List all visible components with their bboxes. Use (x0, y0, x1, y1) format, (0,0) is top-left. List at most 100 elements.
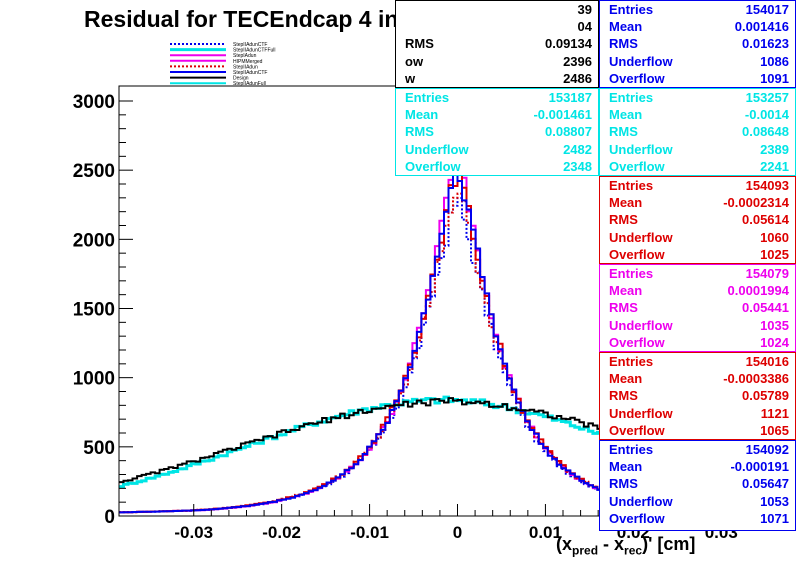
stat-row: Underflow 1053 (600, 493, 795, 510)
stat-value: 2486 (563, 70, 592, 86)
stat-key: Overflow (609, 422, 665, 438)
stat-value: 1035 (760, 317, 789, 333)
stat-key: RMS (609, 388, 638, 404)
stat-key: Entries (609, 442, 654, 457)
y-tick-label: 1500 (73, 300, 115, 321)
stat-key: Entries (405, 90, 450, 105)
stat-value: 154017 (745, 2, 789, 17)
stat-value: 39 (577, 2, 592, 17)
stat-key: RMS (609, 300, 638, 316)
stat-key: Mean (609, 371, 643, 387)
stat-row: Mean -0.001461 (396, 106, 598, 123)
stat-key: RMS (405, 36, 434, 52)
stat-value: 154092 (745, 442, 789, 457)
x-tick-label: 0 (453, 523, 462, 542)
stat-key: Mean (609, 283, 643, 299)
stat-row: RMS 0.05614 (600, 211, 795, 228)
stat-key: Underflow (609, 405, 673, 421)
stat-value: 2241 (760, 158, 789, 174)
stat-value: 0.05441 (742, 300, 789, 316)
x-axis-label: (xpred - xrec)' [cm] (556, 534, 696, 558)
stat-value: 154016 (745, 354, 789, 369)
stat-value: 1025 (760, 246, 789, 262)
stat-value: 0.05789 (742, 388, 789, 404)
x-tick-label: 0.01 (529, 523, 562, 542)
stat-key: Overflow (609, 246, 665, 262)
stat-row: Overflow 2348 (396, 158, 598, 175)
stat-row: Mean 0.001416 (600, 18, 795, 35)
stat-value: -0.000191 (730, 459, 789, 475)
stat-row: w 2486 (396, 70, 598, 87)
legend-label: Design (233, 76, 249, 82)
stat-value: 154093 (745, 178, 789, 193)
stat-key: Entries (609, 178, 654, 193)
stat-key: RMS (609, 36, 638, 52)
stat-row: Underflow 2482 (396, 141, 598, 158)
stat-value: 0.001416 (734, 19, 789, 35)
stat-value: 0.08648 (742, 124, 789, 140)
axes: 0 500 1000 1500 2000 2500 3000 -0.03 -0.02 -0.01 0… (73, 92, 793, 542)
stat-row: RMS 0.08807 (396, 123, 598, 140)
stat-row: Entries 153187 (396, 89, 598, 106)
stat-value: -0.001461 (533, 107, 592, 123)
stat-row: RMS 0.01623 (600, 35, 795, 52)
stat-row: Underflow 1060 (600, 229, 795, 246)
stat-row: Overflow 1025 (600, 246, 795, 263)
stat-value: 0.01623 (742, 36, 789, 52)
stat-row: Entries 154017 (600, 1, 795, 18)
stat-key: RMS (609, 476, 638, 492)
stat-key: Underflow (609, 141, 673, 157)
legend-label: StepIIAdunCTFFull (233, 48, 276, 54)
stat-row: Underflow 1121 (600, 405, 795, 422)
stat-value: 1024 (760, 334, 789, 350)
x-tick-label: -0.03 (174, 523, 213, 542)
stat-key: RMS (609, 124, 638, 140)
stat-row: Underflow 1035 (600, 317, 795, 334)
stat-row: Overflow 1071 (600, 510, 795, 527)
stat-box: Entries 154017 Mean 0.001416 RMS 0.01623 Under… (599, 0, 796, 88)
stat-row: Entries 154079 (600, 265, 795, 282)
stat-value: 1121 (760, 405, 789, 421)
stat-key: Overflow (609, 334, 665, 350)
stat-value: 0.05614 (742, 212, 789, 228)
stat-row: Entries 153257 (600, 89, 795, 106)
stat-key: Overflow (609, 158, 665, 174)
stat-key: w (405, 70, 416, 86)
x-tick-label: -0.01 (350, 523, 389, 542)
stat-row: Mean 0.0001994 (600, 282, 795, 299)
stat-value: 04 (577, 19, 592, 35)
stat-row: Overflow 1091 (600, 70, 795, 87)
stat-key: ow (405, 53, 424, 69)
stat-row: RMS 0.05789 (600, 387, 795, 404)
stat-value: 0.08807 (545, 124, 592, 140)
stat-row: Entries 154016 (600, 353, 795, 370)
stat-value: 2396 (563, 53, 592, 69)
stat-value: -0.0003386 (723, 371, 789, 387)
stat-box: Entries 154016 Mean -0.0003386 RMS 0.05789 Und… (599, 352, 796, 440)
stat-key: Mean (609, 107, 643, 123)
stat-value: 0.09134 (545, 36, 592, 52)
stat-row: Mean -0.0002314 (600, 194, 795, 211)
stat-box: Entries 154093 Mean -0.0002314 RMS 0.05614 Und… (599, 176, 796, 264)
stat-row: Entries 154093 (600, 177, 795, 194)
stat-row: Mean -0.000191 (600, 458, 795, 475)
x-tick-label: -0.02 (262, 523, 301, 542)
stat-key: RMS (609, 212, 638, 228)
legend-label: StepIAdun (233, 53, 257, 59)
stat-key: Entries (609, 90, 654, 105)
stat-key: Mean (405, 107, 439, 123)
y-tick-label: 0 (104, 507, 115, 528)
chart-title: Residual for TECEndcap 4 in Strip (84, 6, 458, 32)
stat-key: Underflow (405, 141, 469, 157)
stat-row: ow 2396 (396, 53, 598, 70)
stat-key: Underflow (609, 229, 673, 245)
stat-key: Underflow (609, 493, 673, 509)
stat-key: Entries (609, 2, 654, 17)
stat-key: Mean (609, 459, 643, 475)
stat-row: Overflow 2241 (600, 158, 795, 175)
stat-row: Overflow 1024 (600, 334, 795, 351)
stat-key: RMS (405, 124, 434, 140)
stat-row: Entries 154092 (600, 441, 795, 458)
stat-row: Overflow 1065 (600, 422, 795, 439)
stat-row: 39 (396, 1, 598, 18)
